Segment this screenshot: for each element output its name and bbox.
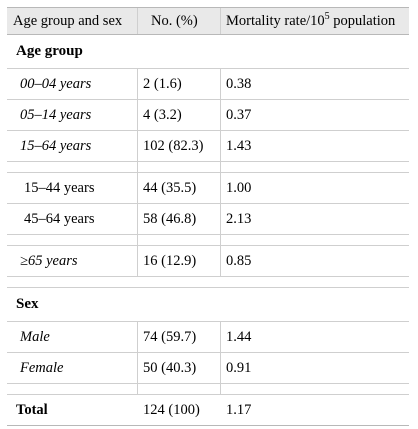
row-label: 15–44 years: [24, 179, 95, 196]
row-count: 58 (46.8): [143, 210, 197, 227]
row-rate: 1.43: [226, 137, 252, 154]
row-count: 2 (1.6): [143, 75, 182, 92]
row-label: 15–64 years: [20, 137, 92, 154]
row-count: 4 (3.2): [143, 106, 182, 123]
total-rate: 1.17: [226, 401, 252, 418]
row-count: 74 (59.7): [143, 328, 197, 345]
row-rate: 2.13: [226, 210, 252, 227]
table-row: ≥65 years 16 (12.9) 0.85: [7, 246, 409, 277]
row-rate: 0.91: [226, 359, 252, 376]
table-row: 15–64 years 102 (82.3) 1.43: [7, 131, 409, 162]
row-label: 00–04 years: [20, 75, 92, 92]
table-row: 05–14 years 4 (3.2) 0.37: [7, 100, 409, 131]
row-rate: 0.37: [226, 106, 252, 123]
row-label: 05–14 years: [20, 106, 92, 123]
section-label: Sex: [16, 296, 39, 312]
table-row: 15–44 years 44 (35.5) 1.00: [7, 173, 409, 204]
total-row: Total 124 (100) 1.17: [7, 395, 409, 426]
section-label: Age group: [16, 43, 83, 59]
section-age-group: Age group: [7, 35, 409, 69]
table-row: Male 74 (59.7) 1.44: [7, 322, 409, 353]
row-label: Female: [20, 359, 64, 376]
row-count: 16 (12.9): [143, 252, 197, 269]
total-label: Total: [16, 401, 48, 418]
row-rate: 0.85: [226, 252, 252, 269]
header-number-percent: No. (%): [151, 12, 198, 29]
table-row: Female 50 (40.3) 0.91: [7, 353, 409, 384]
row-rate: 1.44: [226, 328, 252, 345]
row-spacer: [7, 277, 409, 288]
header-mortality-rate: Mortality rate/105 population: [226, 10, 396, 29]
table-row: 00–04 years 2 (1.6) 0.38: [7, 69, 409, 100]
row-rate: 0.38: [226, 75, 252, 92]
row-rate: 1.00: [226, 179, 252, 196]
row-spacer: [7, 162, 409, 173]
table-header: Age group and sex No. (%) Mortality rate…: [7, 7, 409, 35]
row-count: 44 (35.5): [143, 179, 197, 196]
row-label: ≥65 years: [20, 252, 78, 269]
row-spacer: [7, 235, 409, 246]
table-row: 45–64 years 58 (46.8) 2.13: [7, 204, 409, 235]
row-spacer: [7, 384, 409, 395]
total-count: 124 (100): [143, 401, 200, 418]
row-label: Male: [20, 328, 50, 345]
header-age-group-and-sex: Age group and sex: [13, 12, 123, 29]
section-sex: Sex: [7, 288, 409, 322]
row-count: 102 (82.3): [143, 137, 204, 154]
mortality-table: Age group and sex No. (%) Mortality rate…: [7, 7, 409, 426]
row-label: 45–64 years: [24, 210, 95, 227]
row-count: 50 (40.3): [143, 359, 197, 376]
